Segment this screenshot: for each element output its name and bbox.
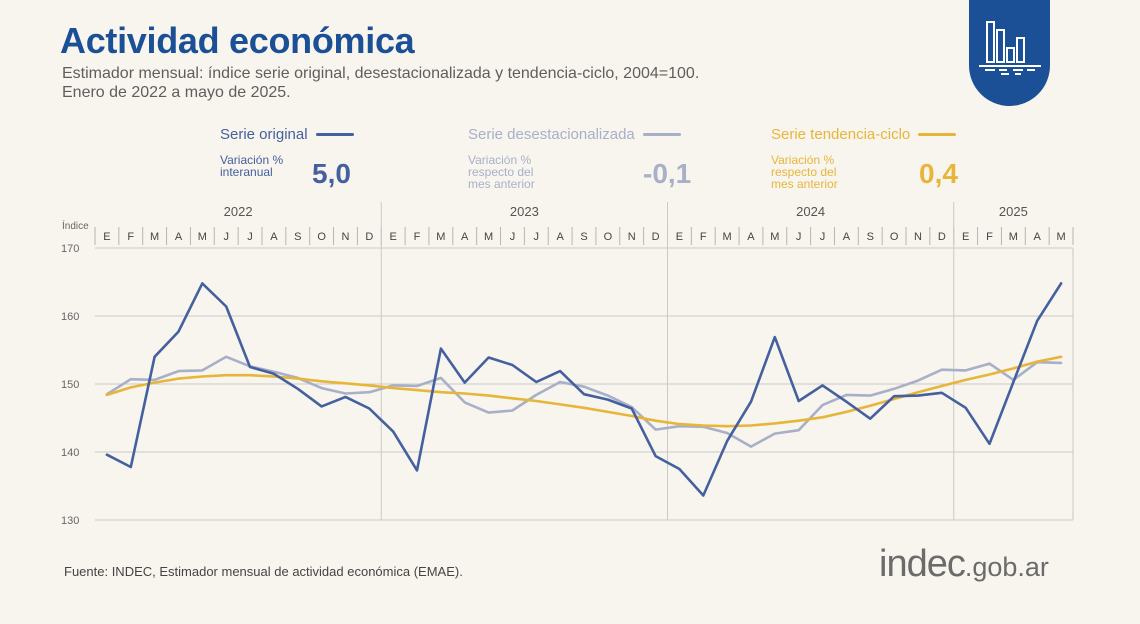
var-label-line: mes anterior <box>468 177 535 191</box>
var-label-line: interanual <box>220 165 273 179</box>
series-line-desestacionalizada <box>105 355 1063 448</box>
month-tick-label: M <box>770 231 779 243</box>
var-label-line: Variación % <box>771 153 835 167</box>
month-tick-label: F <box>700 231 707 243</box>
source-note: Fuente: INDEC, Estimador mensual de acti… <box>64 564 463 579</box>
year-label: 2024 <box>796 204 825 219</box>
legend-tendencia-value: 0,4 <box>919 158 958 189</box>
month-tick-label: F <box>127 231 134 243</box>
legend-desest-label: Serie desestacionalizada <box>468 126 635 143</box>
month-tick-label: J <box>534 231 540 243</box>
subtitle-line-2: Enero de 2022 a mayo de 2025. <box>62 84 291 101</box>
y-axis-label: Índice <box>62 219 89 232</box>
month-tick-label: M <box>198 231 207 243</box>
series-line-original <box>105 282 1063 497</box>
month-tick-label: A <box>843 231 851 243</box>
month-tick-label: S <box>294 231 301 243</box>
legend-desest-swatch <box>642 133 681 136</box>
legend-original-var-label: Variación % interanual <box>220 154 283 178</box>
legend-desest-name: Serie desestacionalizada <box>468 126 681 143</box>
month-tick-label: S <box>867 231 874 243</box>
month-tick-label: A <box>175 231 183 243</box>
y-tick-label: 130 <box>61 515 79 527</box>
chart-badge <box>969 0 1050 106</box>
indec-logo: indec.gob.ar <box>879 543 1049 586</box>
legend-original-value: 5,0 <box>312 158 351 189</box>
year-label: 2025 <box>999 204 1028 219</box>
y-tick-label: 150 <box>61 379 79 391</box>
legend-original-swatch <box>315 133 354 136</box>
month-tick-label: M <box>1056 231 1065 243</box>
month-tick-label: E <box>389 231 396 243</box>
month-tick-label: E <box>103 231 110 243</box>
legend-desest-var-label: Variación % respecto del mes anterior <box>468 154 535 190</box>
month-tick-label: M <box>723 231 732 243</box>
var-label-line: respecto del <box>771 165 837 179</box>
month-tick-label: M <box>484 231 493 243</box>
year-label: 2022 <box>224 204 253 219</box>
var-label-line: respecto del <box>468 165 534 179</box>
legend-tendencia-var-label: Variación % respecto del mes anterior <box>771 154 838 190</box>
y-tick-label: 160 <box>61 311 79 323</box>
legend-original: Serie original Variación % interanual 5,… <box>220 126 354 189</box>
month-tick-label: A <box>270 231 278 243</box>
var-label-line: mes anterior <box>771 177 838 191</box>
page-title: Actividad económica <box>60 20 415 61</box>
month-tick-label: D <box>652 231 660 243</box>
month-tick-label: A <box>747 231 755 243</box>
month-tick-label: E <box>962 231 969 243</box>
month-tick-label: A <box>461 231 469 243</box>
var-label-line: Variación % <box>220 153 284 167</box>
month-tick-label: E <box>676 231 683 243</box>
month-tick-label: J <box>820 231 826 243</box>
y-tick-label: 140 <box>61 447 79 459</box>
subtitle: Estimador mensual: índice serie original… <box>62 64 699 102</box>
month-tick-label: D <box>938 231 946 243</box>
year-label: 2023 <box>510 204 539 219</box>
var-label-line: Variación % <box>468 153 532 167</box>
month-tick-label: O <box>317 231 326 243</box>
month-tick-label: M <box>1009 231 1018 243</box>
month-tick-label: F <box>414 231 421 243</box>
month-tick-label: J <box>796 231 802 243</box>
legend-original-label: Serie original <box>220 126 308 143</box>
month-tick-label: J <box>223 231 229 243</box>
subtitle-line-1: Estimador mensual: índice serie original… <box>62 65 700 82</box>
legend-original-name: Serie original <box>220 126 354 143</box>
legend-tendencia-name: Serie tendencia-ciclo <box>771 126 957 143</box>
month-tick-label: J <box>247 231 253 243</box>
month-tick-label: N <box>914 231 922 243</box>
month-tick-label: A <box>556 231 564 243</box>
logo-suffix: .gob.ar <box>964 552 1049 582</box>
month-tick-label: M <box>436 231 445 243</box>
legend-desest-value: -0,1 <box>643 158 692 189</box>
month-tick-label: S <box>580 231 587 243</box>
month-tick-label: D <box>365 231 373 243</box>
month-tick-label: J <box>510 231 516 243</box>
y-tick-label: 170 <box>61 243 79 255</box>
chart-icon <box>979 21 1041 75</box>
legend-desest: Serie desestacionalizada Variación % res… <box>468 126 691 190</box>
logo-main: indec <box>879 543 966 585</box>
legend-tendencia-swatch <box>918 133 957 136</box>
month-tick-label: F <box>986 231 993 243</box>
month-tick-label: O <box>890 231 899 243</box>
month-tick-label: N <box>628 231 636 243</box>
month-tick-label: N <box>341 231 349 243</box>
legend-tendencia-label: Serie tendencia-ciclo <box>771 126 911 143</box>
legend-tendencia: Serie tendencia-ciclo Variación % respec… <box>771 126 958 190</box>
month-tick-label: M <box>150 231 159 243</box>
month-tick-label: A <box>1034 231 1042 243</box>
month-tick-label: O <box>604 231 613 243</box>
